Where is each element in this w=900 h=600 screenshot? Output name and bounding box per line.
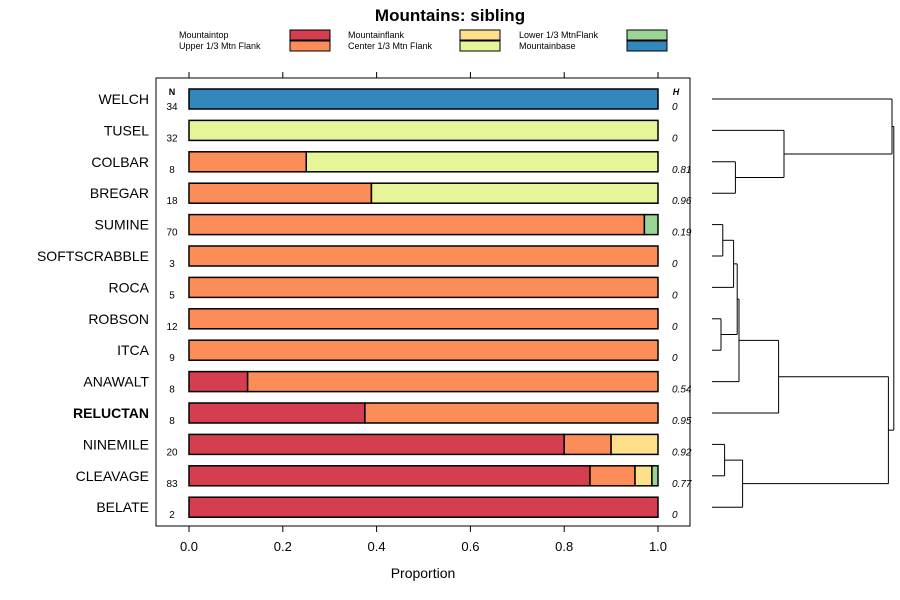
category-label: ROCA <box>109 279 150 295</box>
bar-segment <box>188 339 659 361</box>
legend-label: Lower 1/3 MtnFlank <box>519 30 599 40</box>
h-value: 0 <box>672 133 678 144</box>
n-value: 20 <box>166 447 178 458</box>
h-value: 0.54 <box>672 385 692 396</box>
bar-segment <box>188 151 307 173</box>
bars <box>188 88 659 518</box>
n-header: N <box>169 87 176 97</box>
category-label: BREGAR <box>90 185 149 201</box>
bar-segment <box>651 465 659 487</box>
bar-segment <box>634 465 653 487</box>
h-value: 0 <box>672 510 678 521</box>
legend-swatch <box>626 29 668 41</box>
category-label: WELCH <box>98 91 149 107</box>
x-tick-label: 1.0 <box>649 539 667 554</box>
category-labels: WELCH TUSEL COLBAR BREGAR SUMINE SOFTSCRABBLE… <box>37 91 150 515</box>
category-label: SUMINE <box>95 217 149 233</box>
bar-segment <box>188 276 659 299</box>
bar-segment <box>643 213 659 236</box>
category-label: NINEMILE <box>83 436 149 452</box>
bar-segment <box>364 402 659 424</box>
h-values: 0 0 0.81 0.96 0.19 0 0 0 0 0.54 0.95 0.92 0.77 0 <box>672 102 692 521</box>
category-label: ANAWALT <box>83 374 149 390</box>
h-value: 0.77 <box>672 479 692 490</box>
legend-swatch <box>459 29 501 41</box>
x-tick-label: 0.0 <box>180 539 198 554</box>
bar-segment <box>610 433 659 456</box>
h-value: 0 <box>672 290 678 301</box>
bar-segment <box>188 496 659 518</box>
n-value: 5 <box>169 290 175 301</box>
bar-segment <box>370 182 659 204</box>
h-value: 0.96 <box>672 196 692 207</box>
bar-segment <box>188 308 659 330</box>
h-header: H <box>673 87 680 97</box>
x-tick-label: 0.2 <box>274 539 292 554</box>
h-value: 0 <box>672 322 678 333</box>
h-value: 0 <box>672 259 678 270</box>
bar-segment <box>188 465 591 487</box>
n-value: 8 <box>169 165 175 176</box>
category-label: TUSEL <box>104 122 149 138</box>
bar-segment <box>188 119 659 142</box>
h-value: 0.95 <box>672 416 692 427</box>
n-value: 70 <box>166 228 178 239</box>
n-value: 83 <box>166 479 178 490</box>
h-value: 0.81 <box>672 165 691 176</box>
bar-segment <box>305 151 659 173</box>
x-axis: 0.0 0.2 0.4 0.6 0.8 1.0 <box>180 72 667 554</box>
bar-segment <box>188 433 565 456</box>
n-value: 8 <box>169 385 175 396</box>
category-label: BELATE <box>96 499 149 515</box>
n-value: 32 <box>166 133 178 144</box>
x-tick-label: 0.4 <box>368 539 386 554</box>
bar-segment <box>563 433 612 456</box>
bar-segment <box>188 88 659 110</box>
bar-segment <box>188 182 373 204</box>
n-value: 34 <box>166 102 178 113</box>
n-value: 9 <box>169 353 175 364</box>
legend-label: Mountaintop <box>179 30 229 40</box>
bar-segment <box>246 370 659 393</box>
bar-segment <box>188 213 646 236</box>
h-value: 0.92 <box>672 447 692 458</box>
h-value: 0 <box>672 102 678 113</box>
n-value: 3 <box>169 259 175 270</box>
category-label: SOFTSCRABBLE <box>37 248 149 264</box>
legend-swatch <box>626 40 668 52</box>
x-axis-label: Proportion <box>391 565 456 581</box>
legend-label: Center 1/3 Mtn Flank <box>348 41 433 51</box>
category-label: ROBSON <box>88 311 149 327</box>
category-label: CLEAVAGE <box>76 468 149 484</box>
category-label: ITCA <box>117 342 150 358</box>
n-value: 8 <box>169 416 175 427</box>
chart-title: Mountains: sibling <box>375 6 525 25</box>
x-tick-label: 0.6 <box>461 539 479 554</box>
legend-label: Mountainflank <box>348 30 405 40</box>
legend-swatch <box>459 40 501 52</box>
legend-swatch <box>289 29 331 41</box>
bar-segment <box>589 465 636 487</box>
h-value: 0.19 <box>672 228 692 239</box>
legend-label: Upper 1/3 Mtn Flank <box>179 41 261 51</box>
bar-segment <box>188 245 659 267</box>
legend-label: Mountainbase <box>519 41 576 51</box>
n-value: 12 <box>166 322 178 333</box>
category-label: RELUCTAN <box>73 405 149 421</box>
n-value: 18 <box>166 196 178 207</box>
legend-swatch <box>289 40 331 52</box>
x-tick-label: 0.8 <box>555 539 573 554</box>
bar-segment <box>188 402 366 424</box>
plot-frame <box>155 77 691 527</box>
bar-segment <box>188 370 249 393</box>
n-value: 2 <box>169 510 175 521</box>
n-values: 34 32 8 18 70 3 5 12 9 8 8 20 83 2 <box>166 102 178 521</box>
h-value: 0 <box>672 353 678 364</box>
category-label: COLBAR <box>91 154 149 170</box>
dendrogram <box>712 98 895 508</box>
